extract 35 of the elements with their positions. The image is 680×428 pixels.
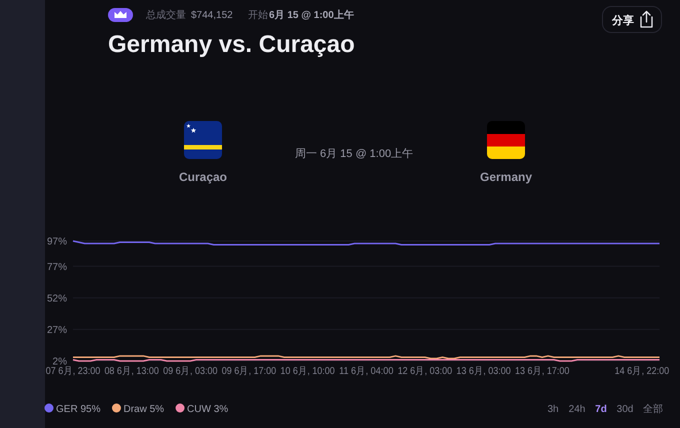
legend-item: CUW 3%	[176, 404, 228, 415]
text: 开始	[248, 10, 268, 21]
text: 分享	[611, 14, 634, 27]
x-tick-label: 09 6月, 03:00	[163, 366, 218, 378]
x-tick-label: 12 6月, 03:00	[398, 366, 452, 378]
chart-title: Germany vs. Curaçao	[108, 31, 355, 58]
x-tick-label: 10 6月, 10:00	[280, 366, 335, 378]
text: 6月 15 @ 1:00上午	[269, 9, 354, 21]
legend-item: Draw 5%	[112, 404, 164, 415]
text: 30d	[616, 404, 634, 415]
text: 总成交量	[145, 9, 186, 21]
x-tick-label: 11 6月, 04:00	[339, 366, 394, 378]
text: 全部	[643, 403, 663, 415]
text: 周一 6月 15 @ 1:00上午	[294, 147, 414, 160]
y-tick-label: 97%	[46, 236, 68, 248]
legend-label: CUW 3%	[187, 404, 228, 415]
x-tick-label: 13 6月, 17:00	[514, 366, 570, 378]
x-tick-label: 09 6月, 17:00	[222, 366, 276, 378]
legend-item: GER 95%	[44, 404, 100, 415]
text: $744,152	[191, 10, 234, 21]
text: Germany	[480, 170, 532, 184]
y-tick-label: 27%	[46, 324, 68, 336]
y-tick-label: 2%	[52, 356, 68, 368]
text: 7d	[595, 404, 607, 415]
x-tick-label: 07 6月, 23:00	[46, 366, 100, 378]
y-tick-label: 52%	[46, 293, 68, 304]
text: Curaçao	[178, 170, 228, 184]
legend-label: Draw 5%	[123, 404, 164, 415]
x-tick-label: 08 6月, 13:00	[104, 366, 159, 378]
x-tick-label: 13 6月, 03:00	[456, 366, 511, 378]
text: 24h	[568, 404, 586, 415]
legend-label: GER 95%	[56, 404, 101, 415]
y-tick-label: 77%	[46, 262, 68, 273]
text: 3h	[547, 404, 559, 415]
x-tick-label: 14 6月, 22:00	[614, 366, 670, 378]
